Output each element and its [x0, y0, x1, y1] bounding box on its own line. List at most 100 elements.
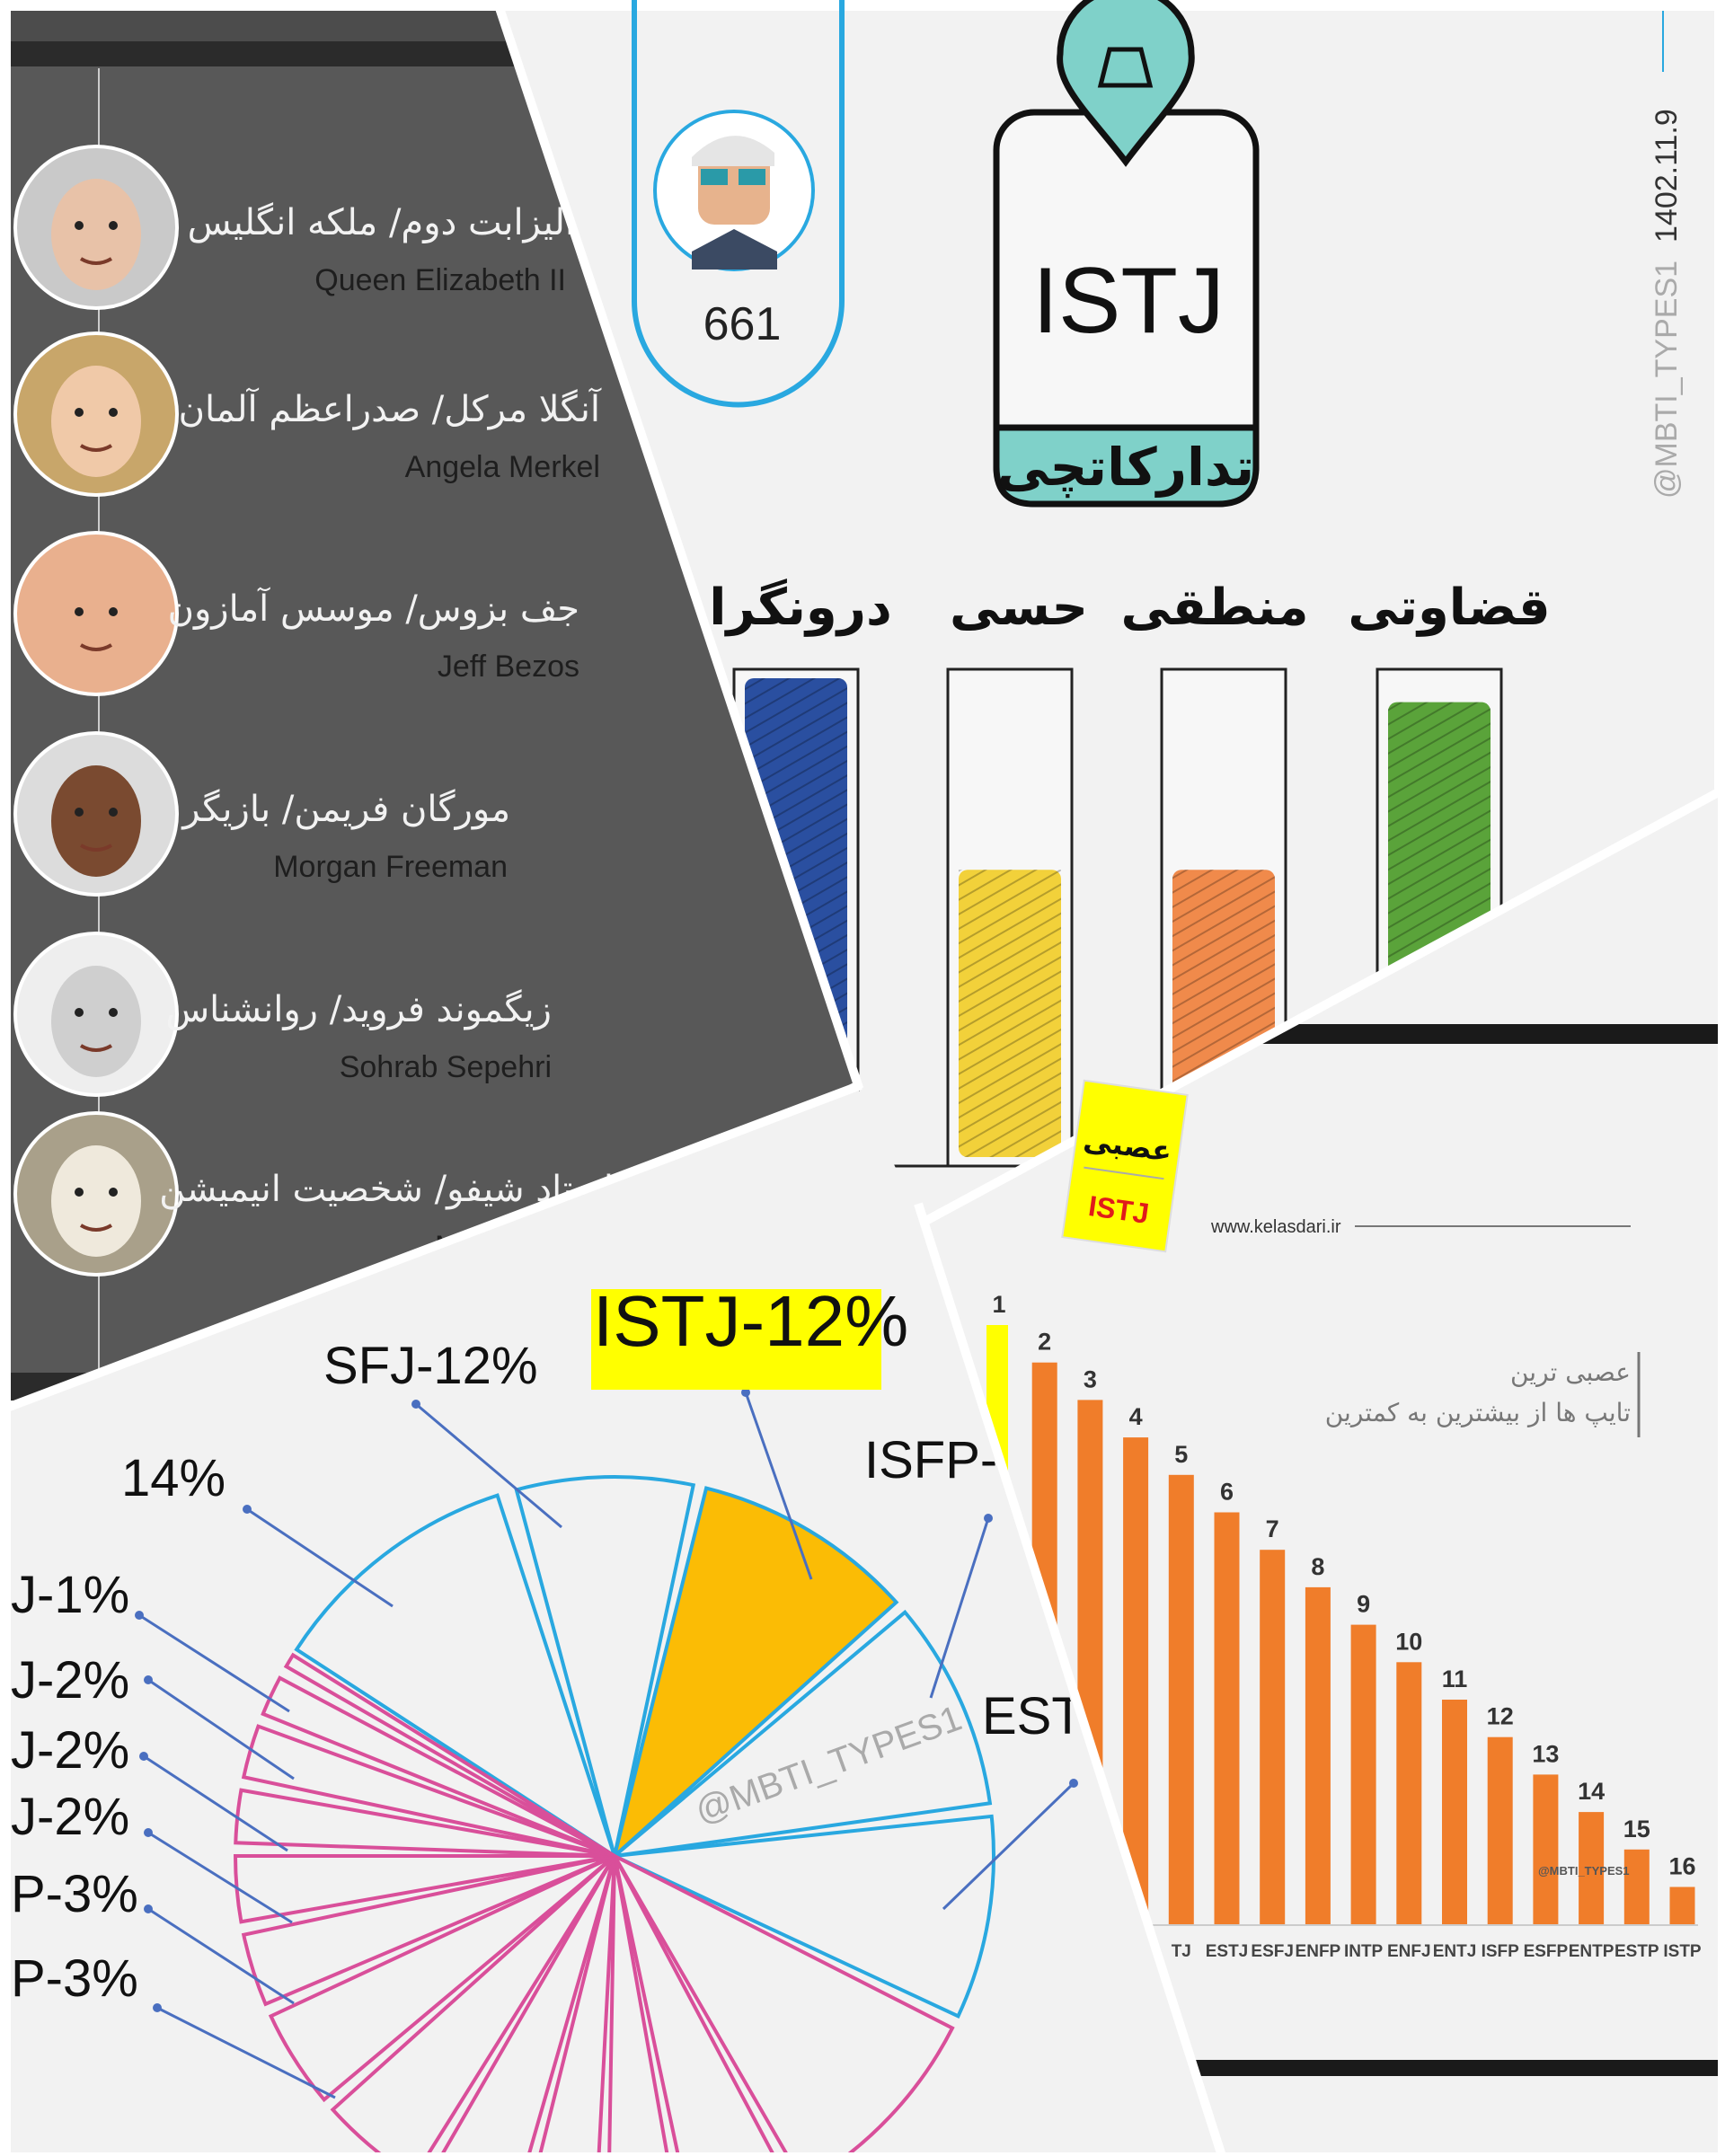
pie-arrow [744, 1392, 813, 1580]
bar-category-label: INTP [1344, 1942, 1384, 1961]
bar [1669, 1886, 1695, 1925]
pie-arrow [415, 1402, 562, 1529]
bar-rank-label: 8 [1311, 1553, 1324, 1580]
pie-slice [330, 1854, 616, 2152]
bar-category-label: ISFP [1482, 1942, 1520, 1961]
bar-rank-label: 15 [1623, 1816, 1650, 1842]
bar-rank-label: 12 [1487, 1703, 1514, 1730]
bar [1350, 1624, 1376, 1925]
bar-category-label: ENTJ [1433, 1942, 1477, 1961]
bar-rank-label: 5 [1174, 1441, 1188, 1468]
person-name: Morgan Freeman [273, 850, 508, 884]
bar-rank-label: 7 [1266, 1515, 1279, 1542]
source-label: www.kelasdari.ir [1210, 1217, 1341, 1237]
pie-arrow [942, 1781, 1075, 1911]
pie-arrow [147, 1678, 295, 1780]
bar-rank-label: 3 [1084, 1365, 1097, 1392]
trait-label: منطقی [1120, 579, 1308, 637]
arrow-head [144, 1828, 153, 1837]
bar-category-label: ESTP [1614, 1942, 1659, 1961]
person-name: Angela Merkel [405, 450, 600, 484]
person-item: الیزابت دوم/ ملکه انگلیس Queen Elizabeth … [13, 145, 575, 310]
arrow-head [741, 1388, 750, 1397]
bar-category-label: ESFP [1524, 1942, 1569, 1961]
bar [1533, 1774, 1559, 1925]
bar-rank-label: 1 [992, 1291, 1005, 1318]
bar [1123, 1437, 1149, 1925]
pie-arrow [929, 1517, 990, 1699]
bar [1487, 1736, 1513, 1925]
bar-category-label: TJ [1172, 1942, 1191, 1961]
bar-rank-label: 6 [1220, 1479, 1234, 1506]
bar [1579, 1812, 1605, 1925]
bar-rank-label: 16 [1668, 1853, 1695, 1880]
avatar [13, 731, 179, 897]
pie-arrow [156, 2006, 336, 2099]
count-value: 661 [703, 298, 782, 350]
bar-rank-label: 14 [1578, 1778, 1605, 1805]
pie-label: J-1% [11, 1566, 129, 1624]
bar [1168, 1474, 1194, 1925]
arrow-head [1069, 1779, 1078, 1788]
pie-slice [608, 1609, 993, 1859]
type-nickname: تدارکاتچی [997, 437, 1254, 499]
pie-slice [261, 1675, 615, 1858]
bar-category-label: ESFJ [1251, 1942, 1294, 1961]
tube-outline [632, 0, 845, 408]
bar-rank-label: 11 [1442, 1666, 1468, 1692]
pie-label: J-2% [11, 1788, 129, 1846]
avatar [13, 331, 179, 497]
bar-rank-label: 4 [1129, 1403, 1143, 1430]
person-name: Jeff Bezos [438, 649, 579, 684]
arrow-head [984, 1514, 993, 1523]
person-name: Queen Elizabeth II [314, 263, 566, 297]
person-item: آنگلا مرکل/ صدراعظم آلمان Angela Merkel [13, 331, 602, 497]
pie-slice [283, 1652, 616, 1858]
panel-gap [918, 784, 1725, 1228]
person-item: استاد شیفو/ شخصیت انیمیشنMaster Shi [13, 1111, 614, 1277]
person-item: جف بزوس/ موسس آمازون Jeff Bezos [13, 531, 579, 696]
pie-label: P-3% [11, 1949, 138, 2008]
pie-label: ISFP- [864, 1431, 997, 1489]
pie-slice [514, 1475, 696, 1857]
arrow-head [139, 1752, 148, 1761]
bar [1623, 1849, 1650, 1925]
bar-category-label: ENFP [1296, 1942, 1341, 1961]
pie-arrow [138, 1613, 290, 1713]
bar-rank-label: 9 [1357, 1591, 1370, 1618]
arrow-head [144, 1675, 153, 1684]
bar [1260, 1550, 1286, 1925]
pie-arrow [246, 1507, 394, 1608]
avatar [13, 531, 179, 696]
pie-slice [609, 1851, 955, 2152]
pie-arrow [147, 1831, 293, 1924]
avatar [13, 145, 179, 310]
type-title: ISTJ [1032, 249, 1225, 353]
panel-gap [0, 1081, 862, 1415]
pie-arrow [147, 1907, 295, 2005]
arrow-head [144, 1904, 153, 1913]
pie-label: ISTJ-12% [593, 1281, 908, 1361]
person-title: زیگموند فروید/ روانشناس [165, 989, 552, 1030]
avatar [13, 932, 179, 1097]
bar [1396, 1662, 1422, 1925]
trait-label: قضاوتی [1348, 579, 1550, 637]
avatar [13, 1111, 179, 1277]
arrow-head [135, 1611, 144, 1620]
pie-slice [241, 1854, 615, 2007]
trait-column: حسی [946, 579, 1088, 1168]
bar-rank-label: 10 [1395, 1628, 1422, 1655]
trait-label: درونگرا [709, 579, 891, 637]
handle-label: @MBTI_TYPES1 [1650, 261, 1684, 499]
highlight-box [591, 1289, 881, 1390]
chart-watermark: @MBTI_TYPES1 [1538, 1864, 1630, 1878]
pie-slice [607, 1814, 995, 2019]
person-item: مورگان فریمن/ بازیگر Morgan Freeman [13, 731, 510, 897]
bar [1214, 1512, 1240, 1925]
arrow-head [411, 1400, 420, 1409]
bar-rank-label: 2 [1038, 1329, 1051, 1356]
trait-label: حسی [950, 579, 1088, 637]
panel-gap [914, 1202, 1226, 2156]
bar-rank-label: 13 [1532, 1740, 1559, 1767]
